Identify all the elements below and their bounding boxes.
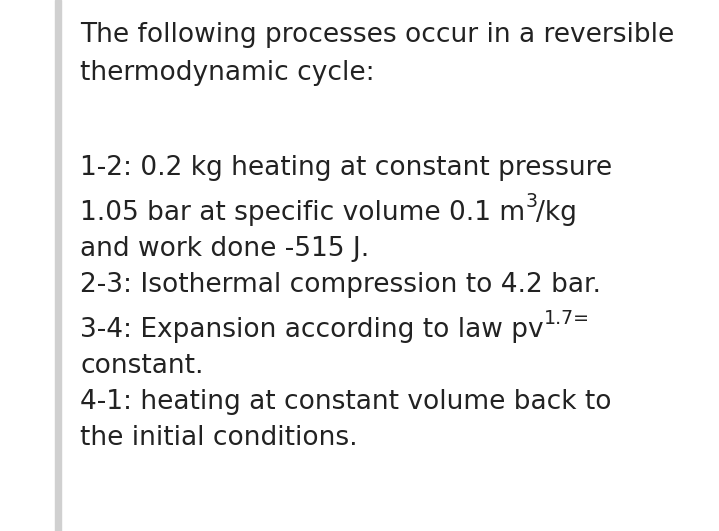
- Text: thermodynamic cycle:: thermodynamic cycle:: [80, 60, 375, 86]
- Text: The following processes occur in a reversible: The following processes occur in a rever…: [80, 22, 674, 48]
- Bar: [55, 0, 61, 531]
- Text: and work done -515 J.: and work done -515 J.: [80, 236, 370, 262]
- Text: the initial conditions.: the initial conditions.: [80, 425, 357, 451]
- Text: 4-1: heating at constant volume back to: 4-1: heating at constant volume back to: [80, 389, 611, 415]
- Text: 2-3: Isothermal compression to 4.2 bar.: 2-3: Isothermal compression to 4.2 bar.: [80, 272, 601, 298]
- Text: constant.: constant.: [80, 353, 203, 379]
- Text: 1-2: 0.2 kg heating at constant pressure: 1-2: 0.2 kg heating at constant pressure: [80, 155, 612, 181]
- Text: 3: 3: [525, 192, 537, 211]
- Text: 1.05 bar at specific volume 0.1 m: 1.05 bar at specific volume 0.1 m: [80, 200, 525, 226]
- Text: 1.7=: 1.7=: [544, 309, 590, 328]
- Text: /kg: /kg: [536, 200, 577, 226]
- Text: 3-4: Expansion according to law pv: 3-4: Expansion according to law pv: [80, 317, 544, 343]
